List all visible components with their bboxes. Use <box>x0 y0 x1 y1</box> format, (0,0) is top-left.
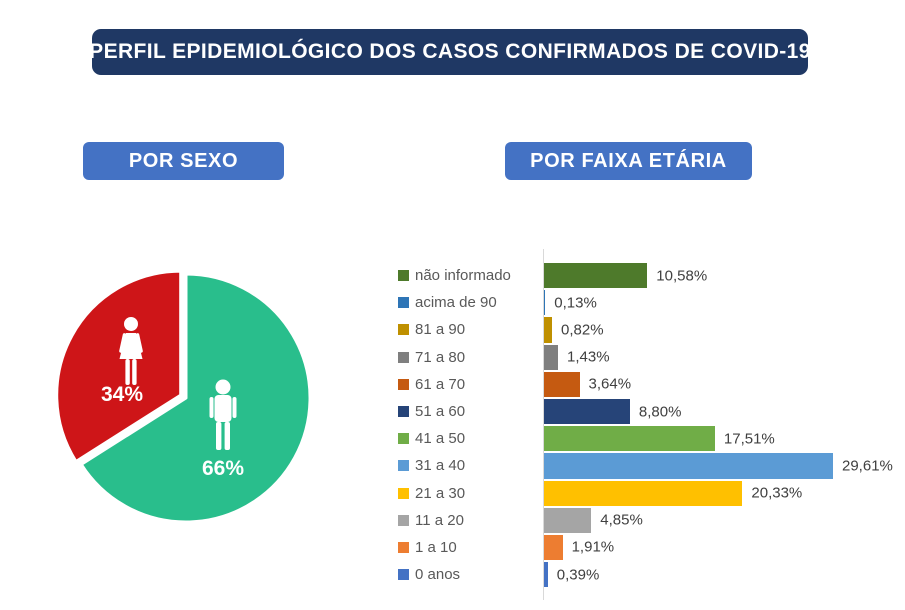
legend-swatch <box>398 270 409 282</box>
section-header-sex: POR SEXO <box>83 142 284 180</box>
bar <box>544 317 552 343</box>
sex-pie-chart: 34% 66% <box>55 269 312 524</box>
legend-swatch <box>398 324 409 336</box>
bar-value-label: 20,33% <box>751 484 803 502</box>
section-header-age-label: POR FAIXA ETÁRIA <box>530 149 727 172</box>
age-rows: não informado 10,58% acima de 90 0,13% 81 a … <box>398 262 903 588</box>
bar-value-label: 4,85% <box>600 511 643 529</box>
legend-label: 41 a 50 <box>415 430 466 448</box>
bar <box>544 507 592 533</box>
age-row: 11 a 20 4,85% <box>398 507 903 534</box>
bar <box>544 344 558 370</box>
legend-swatch <box>398 514 409 526</box>
legend-swatch <box>398 541 409 553</box>
legend-label: 81 a 90 <box>415 321 466 339</box>
age-row: 61 a 70 3,64% <box>398 371 903 398</box>
age-bar-chart: não informado 10,58% acima de 90 0,13% 81 a … <box>398 249 903 600</box>
pie-label-male: 66% <box>202 457 244 480</box>
legend-swatch <box>398 351 409 363</box>
legend-label: 71 a 80 <box>415 348 466 366</box>
age-row: 41 a 50 17,51% <box>398 425 903 452</box>
legend-label: 1 a 10 <box>415 538 457 556</box>
pie-slice-male <box>79 272 312 524</box>
bar-value-label: 1,91% <box>571 538 615 556</box>
section-header-sex-label: POR SEXO <box>128 149 239 172</box>
page-title: PERFIL EPIDEMIOLÓGICO DOS CASOS CONFIRMA… <box>89 40 811 63</box>
legend-label: 21 a 30 <box>415 484 466 502</box>
legend-swatch <box>398 297 409 309</box>
bar-value-label: 0,39% <box>556 566 600 584</box>
age-row: 31 a 40 29,61% <box>398 452 903 479</box>
bar <box>544 263 648 289</box>
legend-swatch <box>398 406 409 418</box>
male-icon <box>209 379 237 450</box>
age-row: 71 a 80 1,43% <box>398 344 903 371</box>
age-row: 1 a 10 1,91% <box>398 534 903 561</box>
bar <box>544 371 580 397</box>
legend-label: 61 a 70 <box>415 375 466 393</box>
bar-value-label: 17,51% <box>723 430 775 448</box>
legend-swatch <box>398 433 409 445</box>
bar-value-label: 3,64% <box>588 375 632 393</box>
age-row: 51 a 60 8,80% <box>398 398 903 425</box>
legend-label: 31 a 40 <box>415 457 466 475</box>
female-icon <box>119 317 143 385</box>
legend-label: acima de 90 <box>415 294 497 312</box>
bar <box>544 480 743 506</box>
bar-value-label: 1,43% <box>567 348 610 366</box>
bar-value-label: 10,58% <box>656 267 708 285</box>
legend-swatch <box>398 487 409 499</box>
bar-value-label: 8,80% <box>638 403 682 421</box>
pie-slice-female <box>55 269 183 463</box>
pie-label-female: 34% <box>101 383 143 406</box>
legend-label: não informado <box>415 267 511 285</box>
bar-value-label: 0,13% <box>554 294 597 312</box>
legend-label: 0 anos <box>415 566 461 584</box>
legend-swatch <box>398 378 409 390</box>
legend-swatch <box>398 569 409 581</box>
axis-line <box>543 249 544 600</box>
age-row: 0 anos 0,39% <box>398 561 903 588</box>
age-row: 21 a 30 20,33% <box>398 480 903 507</box>
bar <box>544 426 715 452</box>
age-row: acima de 90 0,13% <box>398 289 903 316</box>
legend-label: 11 a 20 <box>415 511 464 529</box>
bar-value-label: 0,82% <box>561 321 604 339</box>
bar <box>544 290 546 316</box>
age-row: 81 a 90 0,82% <box>398 316 903 343</box>
bar <box>544 453 833 479</box>
bar-value-label: 29,61% <box>842 457 893 475</box>
bar <box>544 562 548 588</box>
section-header-age: POR FAIXA ETÁRIA <box>505 142 752 180</box>
title-banner: PERFIL EPIDEMIOLÓGICO DOS CASOS CONFIRMA… <box>89 29 811 75</box>
legend-label: 51 a 60 <box>415 403 466 421</box>
age-row: não informado 10,58% <box>398 262 903 289</box>
legend-swatch <box>398 460 409 472</box>
bar <box>544 534 563 561</box>
bar <box>544 398 630 425</box>
